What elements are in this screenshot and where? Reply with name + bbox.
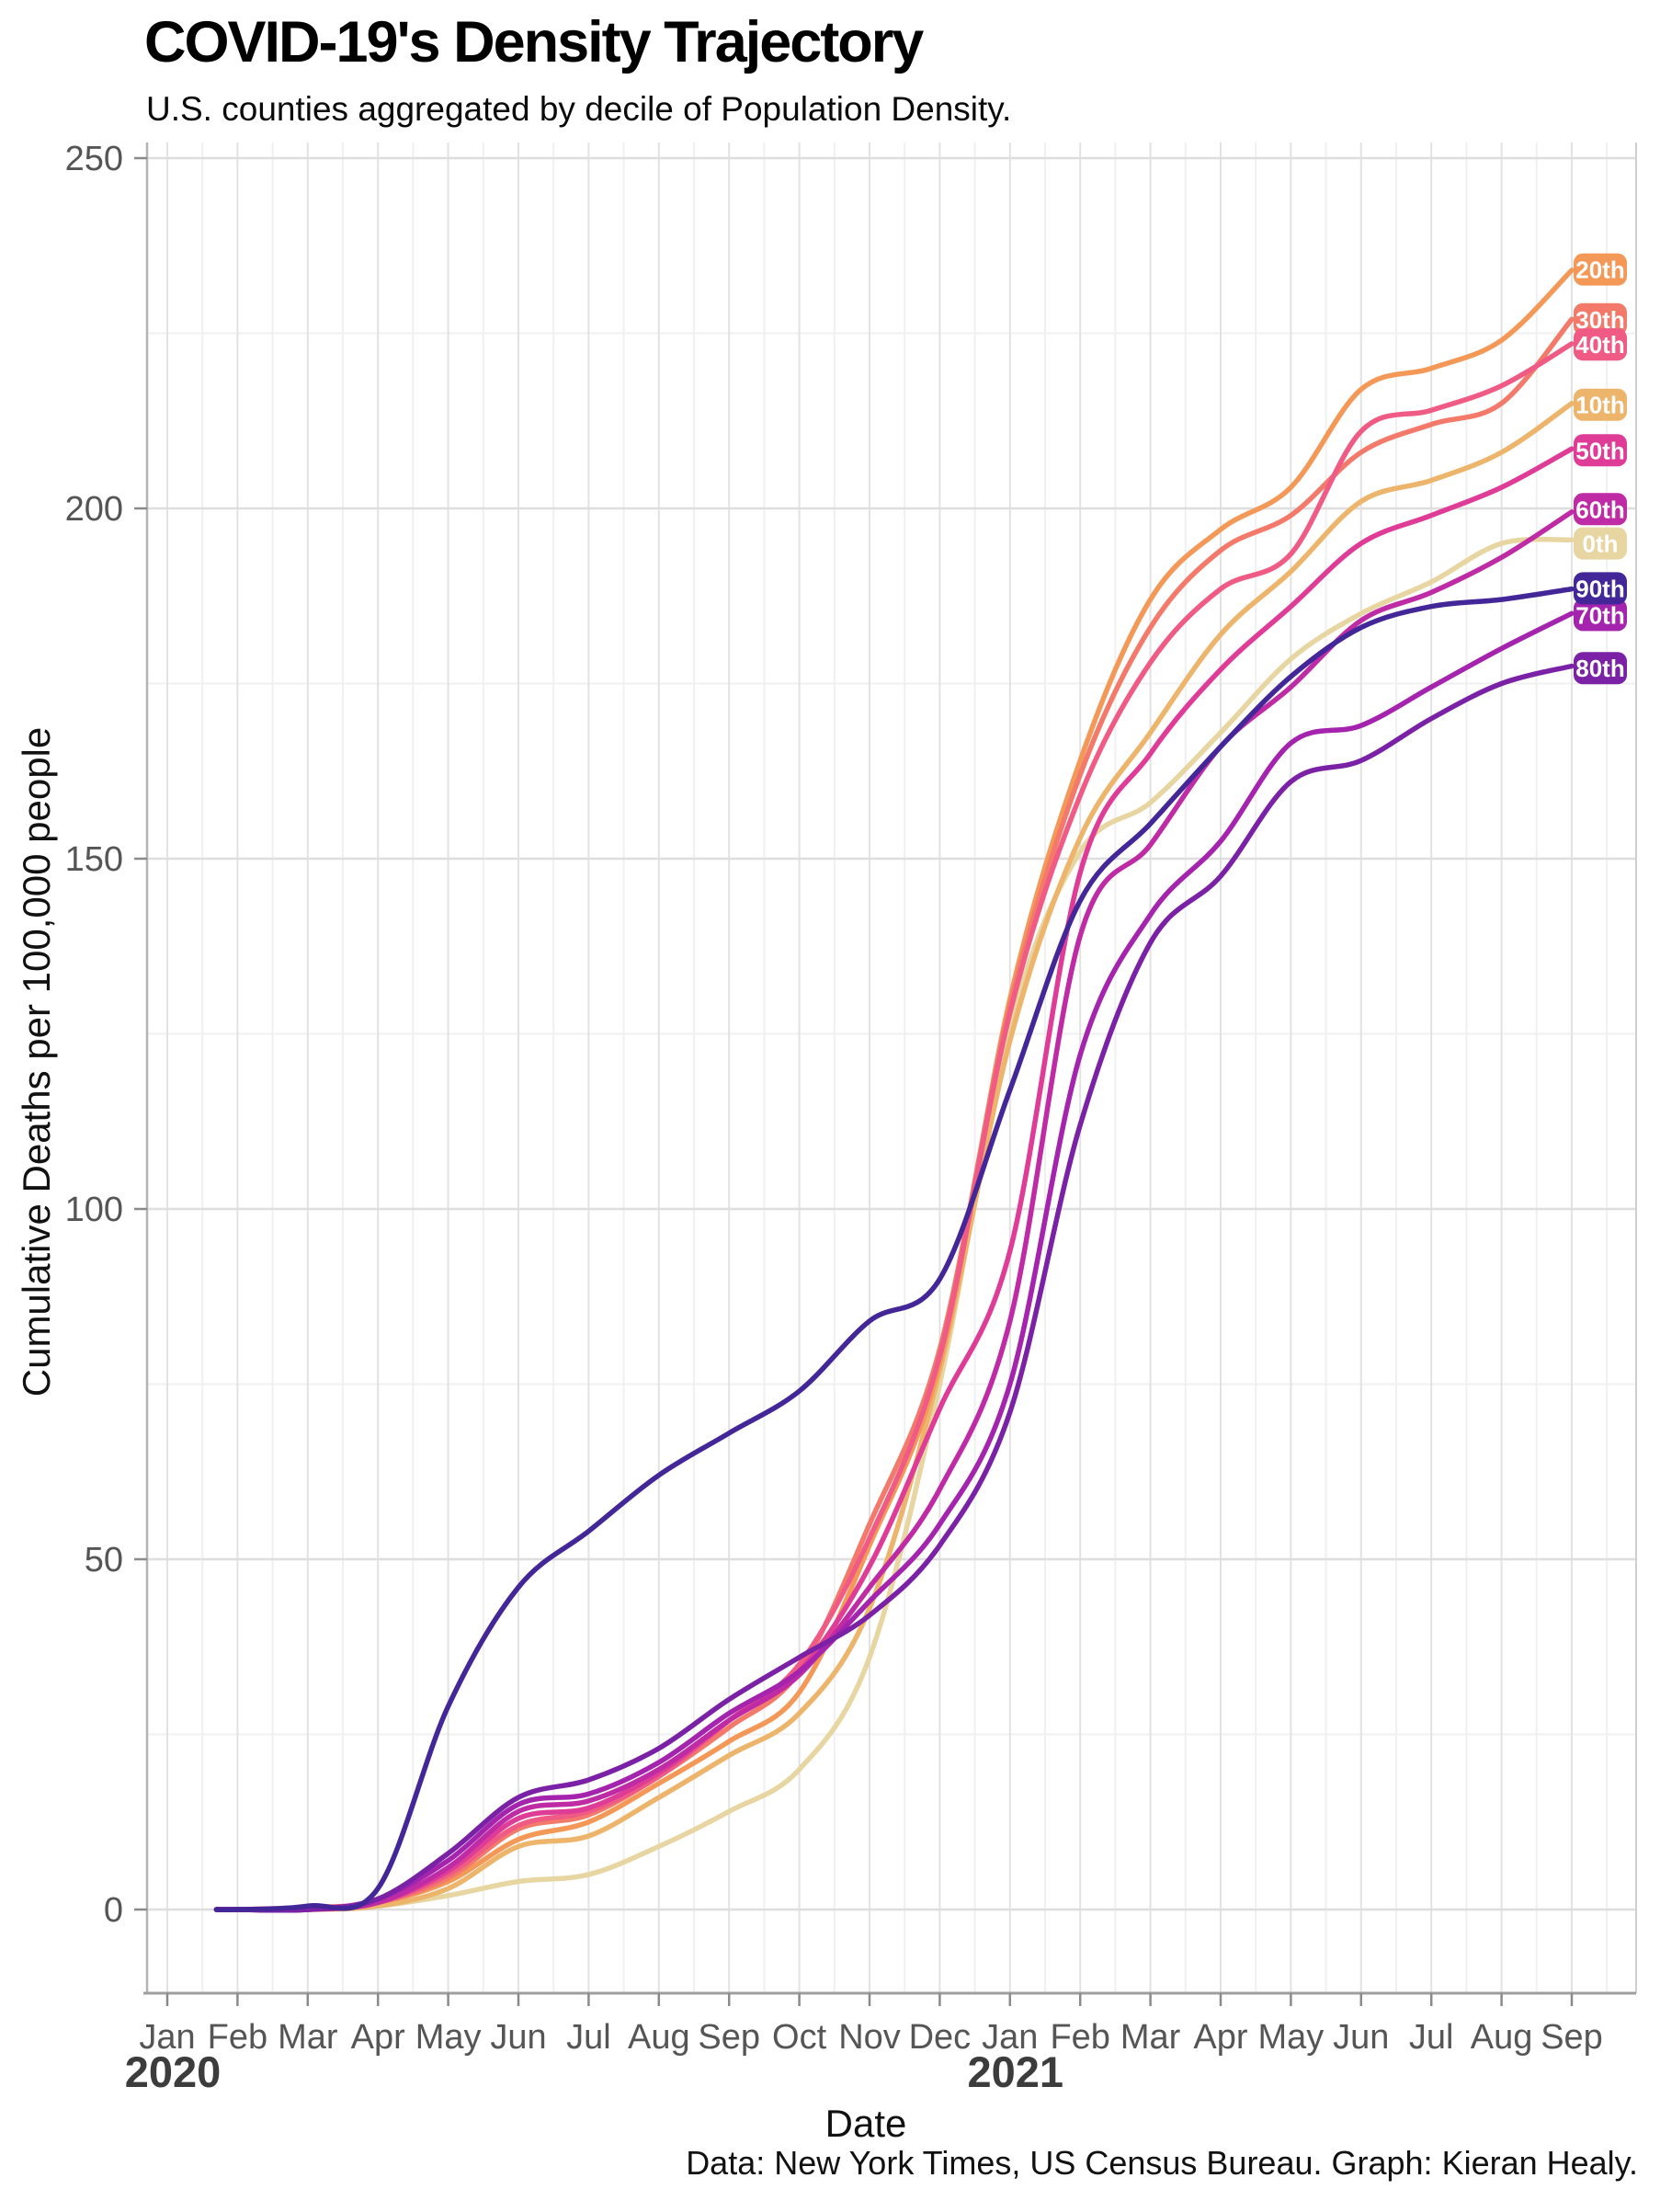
decile-line-30th xyxy=(213,316,1575,1912)
decile-line-0th xyxy=(213,536,1575,1913)
series-label-80th: 80th xyxy=(1574,652,1627,685)
gridlines-major xyxy=(147,143,1636,1993)
svg-text:200: 200 xyxy=(65,490,123,529)
gridlines-minor xyxy=(147,143,1636,1993)
series-label-70th: 70th xyxy=(1574,599,1627,632)
decile-line-50th xyxy=(213,446,1575,1913)
svg-text:150: 150 xyxy=(65,840,123,879)
decile-lines xyxy=(213,268,1575,1913)
svg-text:80th: 80th xyxy=(1575,655,1624,682)
series-label-90th: 90th xyxy=(1574,572,1627,605)
svg-text:Nov: Nov xyxy=(838,2018,901,2057)
svg-text:Jul: Jul xyxy=(566,2018,611,2057)
series-label-20th: 20th xyxy=(1574,253,1627,286)
decile-line-70th xyxy=(213,610,1575,1913)
series-label-50th: 50th xyxy=(1574,434,1627,467)
source-caption: Data: New York Times, US Census Bureau. … xyxy=(686,2144,1638,2182)
svg-text:Apr: Apr xyxy=(1193,2018,1247,2057)
svg-text:40th: 40th xyxy=(1575,331,1624,359)
decile-line-10th xyxy=(213,400,1575,1913)
svg-text:Jun: Jun xyxy=(1333,2018,1389,2057)
axes xyxy=(143,143,1637,1995)
svg-text:60th: 60th xyxy=(1575,496,1624,523)
svg-text:0th: 0th xyxy=(1583,530,1619,558)
svg-text:Feb: Feb xyxy=(1050,2018,1109,2057)
decile-line-40th xyxy=(213,341,1575,1912)
decile-line-60th xyxy=(213,509,1575,1913)
svg-text:Mar: Mar xyxy=(278,2018,338,2057)
series-label-40th: 40th xyxy=(1574,328,1627,361)
decile-line-90th xyxy=(213,586,1575,1913)
series-label-60th: 60th xyxy=(1574,493,1627,526)
svg-text:90th: 90th xyxy=(1575,575,1624,602)
y-axis-title: Cumulative Deaths per 100,000 people xyxy=(15,726,58,1397)
svg-text:May: May xyxy=(1258,2018,1325,2057)
series-label-10th: 10th xyxy=(1574,388,1627,421)
svg-text:100: 100 xyxy=(65,1191,123,1229)
svg-text:Sep: Sep xyxy=(1541,2018,1603,2057)
svg-text:Dec: Dec xyxy=(909,2018,972,2057)
svg-text:Sep: Sep xyxy=(698,2018,760,2057)
y-axis-tick-labels: 0 50 100 150 200 250 xyxy=(65,140,123,1930)
x-axis-title: Date xyxy=(824,2102,907,2145)
svg-text:Aug: Aug xyxy=(1471,2018,1533,2057)
svg-text:10th: 10th xyxy=(1575,392,1624,419)
svg-text:50th: 50th xyxy=(1575,437,1624,464)
svg-text:Oct: Oct xyxy=(772,2018,827,2057)
chart-title: COVID-19's Density Trajectory xyxy=(144,10,924,74)
decile-line-80th xyxy=(213,663,1575,1913)
svg-text:250: 250 xyxy=(65,140,123,178)
series-label-0th: 0th xyxy=(1574,527,1627,560)
svg-text:May: May xyxy=(415,2018,482,2057)
svg-text:2021: 2021 xyxy=(968,2047,1064,2096)
svg-text:Jun: Jun xyxy=(490,2018,546,2057)
x-axis-tick-labels: Jan Feb Mar Apr May Jun Jul Aug Sep Oct Nov Dec Jan F… xyxy=(139,2018,1602,2057)
svg-text:50: 50 xyxy=(85,1541,123,1579)
svg-text:Apr: Apr xyxy=(351,2018,405,2057)
svg-text:Feb: Feb xyxy=(208,2018,267,2057)
svg-text:2020: 2020 xyxy=(125,2047,222,2096)
decile-line-20th xyxy=(213,268,1575,1912)
svg-text:0: 0 xyxy=(104,1891,123,1930)
chart-subtitle: U.S. counties aggregated by decile of Po… xyxy=(146,90,1012,128)
svg-text:Jan: Jan xyxy=(982,2018,1038,2057)
x-axis-year-labels: 2020 2021 xyxy=(125,2047,1063,2096)
svg-text:Aug: Aug xyxy=(628,2018,690,2057)
svg-text:70th: 70th xyxy=(1575,601,1624,629)
svg-text:Jul: Jul xyxy=(1409,2018,1454,2057)
svg-text:Mar: Mar xyxy=(1120,2018,1181,2057)
svg-text:Jan: Jan xyxy=(139,2018,195,2057)
x-axis-ticks xyxy=(134,156,1574,2006)
svg-text:20th: 20th xyxy=(1575,257,1624,284)
